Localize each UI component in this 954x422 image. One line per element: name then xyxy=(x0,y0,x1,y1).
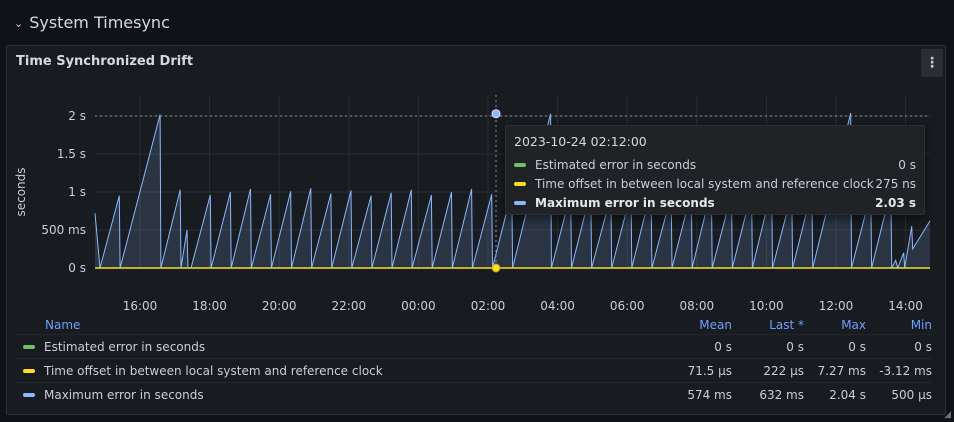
panel-title[interactable]: Time Synchronized Drift xyxy=(16,54,194,69)
legend-series-name[interactable]: Maximum error in seconds xyxy=(44,387,204,402)
x-tick-label: 10:00 xyxy=(749,299,784,313)
legend-last: 0 s xyxy=(786,339,804,354)
series-color-swatch xyxy=(514,162,526,167)
series-maximum-error-area xyxy=(95,113,930,268)
legend-max: 2.04 s xyxy=(829,387,866,402)
x-tick-label: 14:00 xyxy=(888,299,923,313)
legend-series-name[interactable]: Estimated error in seconds xyxy=(44,339,206,354)
y-tick-label: 500 ms xyxy=(41,223,86,237)
legend-mean: 71.5 µs xyxy=(687,363,732,378)
x-tick-label: 04:00 xyxy=(540,299,575,313)
chart-tooltip: 2023-10-24 02:12:00 Estimated error in s… xyxy=(505,125,925,215)
tooltip-series-value: 275 ns xyxy=(875,176,916,191)
x-tick-label: 12:00 xyxy=(819,299,854,313)
legend-header-max[interactable]: Max xyxy=(841,318,866,332)
legend-max: 0 s xyxy=(848,339,866,354)
legend-table: Name Mean Last * Max Min Estimated error… xyxy=(15,316,932,406)
y-axis-ticks: 0 s 500 ms 1 s 1.5 s 2 s xyxy=(41,109,86,275)
x-tick-label: 22:00 xyxy=(332,299,367,313)
tooltip-series-value: 0 s xyxy=(898,157,916,172)
legend-min: -3.12 ms xyxy=(879,363,932,378)
hover-point-maximum xyxy=(491,109,501,119)
legend-header-min[interactable]: Min xyxy=(910,318,932,332)
x-tick-label: 18:00 xyxy=(192,299,227,313)
row-header[interactable]: ⌄ System Timesync xyxy=(14,8,170,36)
legend-last: 222 µs xyxy=(763,363,804,378)
legend-series-name[interactable]: Time offset in between local system and … xyxy=(44,363,383,378)
tooltip-row-maximum: Maximum error in seconds 2.03 s xyxy=(514,193,916,212)
legend-header-name[interactable]: Name xyxy=(45,318,81,332)
y-tick-label: 0 s xyxy=(68,261,86,275)
legend-row[interactable]: Time offset in between local system and … xyxy=(15,358,932,382)
resize-handle-icon[interactable]: ◢ xyxy=(944,410,951,420)
y-tick-label: 2 s xyxy=(68,109,86,123)
x-tick-label: 16:00 xyxy=(123,299,158,313)
tooltip-series-name: Estimated error in seconds xyxy=(535,157,697,172)
tooltip-series-name: Time offset in between local system and … xyxy=(535,176,874,191)
chevron-down-icon[interactable]: ⌄ xyxy=(14,16,24,30)
series-color-swatch[interactable] xyxy=(23,368,35,373)
series-color-swatch[interactable] xyxy=(23,344,35,349)
tooltip-series-name: Maximum error in seconds xyxy=(535,195,715,210)
tooltip-series-value: 2.03 s xyxy=(875,195,916,210)
row-title[interactable]: System Timesync xyxy=(29,12,170,32)
legend-header-mean[interactable]: Mean xyxy=(699,318,732,332)
series-color-swatch xyxy=(514,200,526,205)
series-color-swatch[interactable] xyxy=(23,392,35,397)
y-tick-label: 1 s xyxy=(68,185,86,199)
tooltip-row-estimated: Estimated error in seconds 0 s xyxy=(514,155,916,174)
x-tick-label: 02:00 xyxy=(471,299,506,313)
legend-min: 500 µs xyxy=(891,387,932,402)
legend-row[interactable]: Estimated error in seconds 0 s 0 s 0 s 0… xyxy=(15,334,932,358)
legend-row[interactable]: Maximum error in seconds 574 ms 632 ms 2… xyxy=(15,382,932,406)
legend-header-last[interactable]: Last * xyxy=(769,318,804,332)
series-color-swatch xyxy=(514,181,526,186)
x-axis-ticks: 16:00 18:00 20:00 22:00 00:00 02:00 04:00 06:00… xyxy=(123,299,923,313)
x-tick-label: 00:00 xyxy=(401,299,436,313)
legend-mean: 0 s xyxy=(714,339,732,354)
panel-menu-icon[interactable]: ⋮ xyxy=(921,49,943,77)
legend-last: 632 ms xyxy=(759,387,804,402)
tooltip-row-offset: Time offset in between local system and … xyxy=(514,174,916,193)
legend-min: 0 s xyxy=(914,339,932,354)
legend-max: 7.27 ms xyxy=(817,363,866,378)
legend-mean: 574 ms xyxy=(687,387,732,402)
tooltip-time: 2023-10-24 02:12:00 xyxy=(514,134,647,149)
legend-header: Name Mean Last * Max Min xyxy=(15,316,932,334)
hover-point-offset xyxy=(491,263,501,273)
x-tick-label: 08:00 xyxy=(680,299,715,313)
x-tick-label: 20:00 xyxy=(262,299,297,313)
y-axis-label: seconds xyxy=(14,167,28,216)
x-tick-label: 06:00 xyxy=(610,299,645,313)
y-tick-label: 1.5 s xyxy=(57,147,86,161)
